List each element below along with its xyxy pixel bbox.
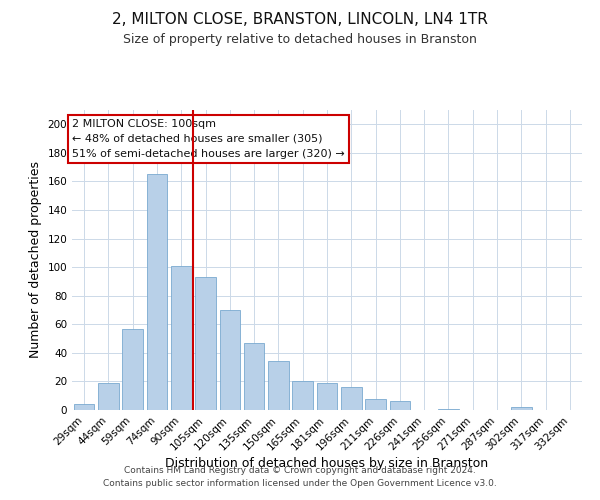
- Bar: [365, 398, 386, 410]
- Text: Size of property relative to detached houses in Branston: Size of property relative to detached ho…: [123, 32, 477, 46]
- Bar: [122, 328, 143, 410]
- Bar: [171, 266, 191, 410]
- Bar: [268, 362, 289, 410]
- Text: 2, MILTON CLOSE, BRANSTON, LINCOLN, LN4 1TR: 2, MILTON CLOSE, BRANSTON, LINCOLN, LN4 …: [112, 12, 488, 28]
- Bar: [98, 383, 119, 410]
- Bar: [317, 383, 337, 410]
- Bar: [74, 404, 94, 410]
- Bar: [389, 402, 410, 410]
- Text: Contains HM Land Registry data © Crown copyright and database right 2024.
Contai: Contains HM Land Registry data © Crown c…: [103, 466, 497, 487]
- Bar: [220, 310, 240, 410]
- Bar: [244, 343, 265, 410]
- Text: 2 MILTON CLOSE: 100sqm
← 48% of detached houses are smaller (305)
51% of semi-de: 2 MILTON CLOSE: 100sqm ← 48% of detached…: [72, 119, 345, 158]
- X-axis label: Distribution of detached houses by size in Branston: Distribution of detached houses by size …: [166, 458, 488, 470]
- Y-axis label: Number of detached properties: Number of detached properties: [29, 162, 42, 358]
- Bar: [146, 174, 167, 410]
- Bar: [195, 277, 216, 410]
- Bar: [511, 407, 532, 410]
- Bar: [292, 382, 313, 410]
- Bar: [341, 387, 362, 410]
- Bar: [438, 408, 459, 410]
